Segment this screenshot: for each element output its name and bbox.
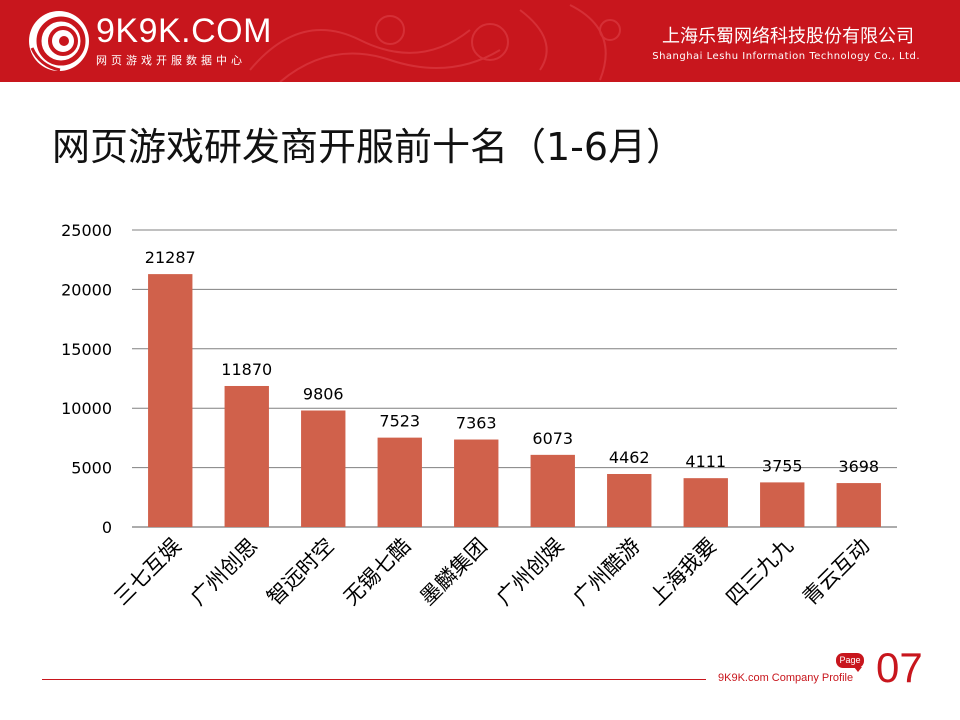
swirl-logo-icon <box>29 11 89 72</box>
data-label: 6073 <box>532 429 573 448</box>
data-label: 3698 <box>838 457 879 476</box>
data-label: 4462 <box>609 448 650 467</box>
x-tick-label: 无锡七酷 <box>339 534 415 610</box>
page-number: 07 <box>876 644 923 691</box>
x-tick-label: 上海我要 <box>645 534 721 610</box>
chart-x-axis: 三七互娱 广州创思 智远时空 无锡七酷 墨麟集团 广州创娱 广州酷游 上海我要 四三九九 青云互动 <box>109 534 874 610</box>
bar <box>454 439 499 527</box>
bar <box>760 482 805 527</box>
footer-divider <box>42 679 706 680</box>
bar <box>377 437 422 527</box>
data-label: 7523 <box>379 412 420 431</box>
header-banner: 9K9K.COM 网页游戏开服数据中心 上海乐蜀网络科技股份有限公司 Shang… <box>0 0 960 82</box>
x-tick-label: 三七互娱 <box>109 534 185 610</box>
y-tick-label: 10000 <box>61 399 112 418</box>
x-tick-label: 智远时空 <box>262 534 338 610</box>
logo-subtitle: 网页游戏开服数据中心 <box>96 54 246 67</box>
page-title: 网页游戏研发商开服前十名（1-6月） <box>52 125 685 169</box>
y-tick-label: 5000 <box>71 459 112 478</box>
header-decoration <box>249 4 621 82</box>
y-tick-label: 15000 <box>61 340 112 359</box>
x-tick-label: 墨麟集团 <box>415 534 491 610</box>
x-tick-label: 广州创思 <box>186 534 262 610</box>
page-badge: Page <box>836 653 864 672</box>
data-label: 3755 <box>762 456 803 475</box>
x-tick-label: 青云互动 <box>798 534 874 610</box>
bar <box>224 385 269 527</box>
company-name-cn: 上海乐蜀网络科技股份有限公司 <box>662 26 914 47</box>
data-label: 11870 <box>221 360 272 379</box>
footer-text: 9K9K.com Company Profile <box>718 672 854 684</box>
bar <box>301 410 346 527</box>
y-tick-label: 25000 <box>61 221 112 240</box>
bar <box>530 454 575 527</box>
bar <box>148 274 193 527</box>
data-label: 7363 <box>456 414 497 433</box>
x-tick-label: 广州酷游 <box>568 534 644 610</box>
bar <box>607 473 652 527</box>
chart-data-labels: 21287 11870 9806 7523 7363 6073 4462 4111 3755 36… <box>145 248 879 476</box>
chart-y-axis: 0 5000 10000 15000 20000 25000 <box>61 221 112 537</box>
x-tick-label: 四三九九 <box>721 534 797 610</box>
bar <box>836 483 881 527</box>
chart-bars <box>148 274 881 527</box>
y-tick-label: 0 <box>102 518 112 537</box>
data-label: 21287 <box>145 248 196 267</box>
logo-text: 9K9K.COM <box>96 12 272 50</box>
company-name-en: Shanghai Leshu Information Technology Co… <box>652 51 920 62</box>
data-label: 4111 <box>685 452 726 471</box>
data-label: 9806 <box>303 385 344 404</box>
x-tick-label: 广州创娱 <box>492 534 568 610</box>
y-tick-label: 20000 <box>61 280 112 299</box>
bar <box>683 478 728 527</box>
